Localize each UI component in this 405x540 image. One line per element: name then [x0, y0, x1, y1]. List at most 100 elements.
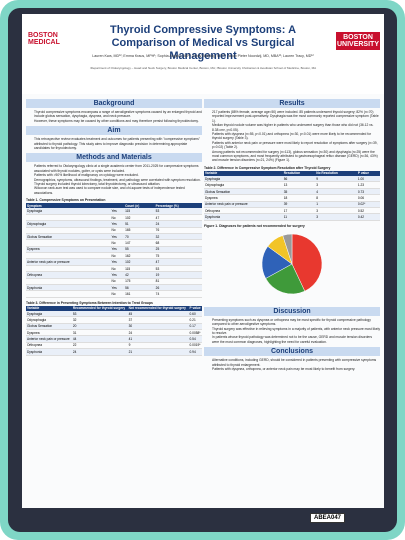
poster-board: BOSTON MEDICAL Thyroid Compressive Sympt… [8, 8, 397, 532]
cell: 3 [315, 181, 357, 189]
header: BOSTON MEDICAL Thyroid Compressive Sympt… [22, 14, 384, 94]
cell: 56 [282, 176, 316, 183]
cell: 39 [282, 201, 316, 208]
column-header: Percentage (%) [154, 203, 202, 209]
cell: 0.60 [188, 310, 202, 318]
cell: 0.06 [356, 194, 380, 202]
cell: 0.0019* [188, 342, 202, 350]
cell: 3 [315, 207, 357, 215]
cell: 42 [124, 271, 155, 279]
row: Orthopnea 17 3 0.52 [204, 207, 380, 215]
pie-slice [282, 233, 293, 264]
cell: No [110, 214, 125, 222]
cell: 55 [124, 246, 155, 254]
cell: Globus Sensation [204, 188, 283, 196]
row: Orthopnea 22 9 0.0019* [26, 342, 202, 350]
cell [26, 290, 111, 298]
cell: 51 [124, 220, 155, 228]
cell: Yes [110, 258, 125, 266]
cell: 9 [315, 176, 357, 183]
bullet: Patients with >50% likelihood of maligna… [34, 173, 202, 177]
bullet: Patients with dyspnea, orthopnea, or ant… [212, 367, 380, 371]
cell: Dysphagia [26, 310, 72, 318]
cell: 161 [124, 290, 155, 298]
table-caption: Table 1. Compressive Symptoms on Present… [26, 198, 106, 203]
cell: 0.52 [356, 207, 380, 215]
cell: No [110, 239, 125, 247]
cell: 20 [71, 323, 128, 331]
cell: 41 [127, 335, 189, 343]
cell: No [110, 252, 125, 260]
cell: Dyspnea [26, 246, 111, 254]
affiliation: ¹Department of Otolaryngology – Head and… [89, 66, 317, 70]
cell: Odynophagia [204, 181, 283, 189]
bullet-list: Presenting symptoms such as dyspnea or o… [204, 318, 380, 344]
bullet: Median thyroid nodule volume was higher … [212, 123, 380, 132]
section-heading: Discussion [204, 306, 380, 316]
cell: 37 [127, 316, 189, 324]
bullet: However, these symptoms may be caused by… [34, 119, 202, 123]
cell: 3 [315, 213, 357, 221]
figure-caption: Figure 1. Diagnoses for patients not rec… [204, 223, 305, 228]
bullet-list: Alternative conditions, including GERD, … [204, 358, 380, 371]
pie-slice [265, 263, 306, 294]
column-header: Count (n) [124, 203, 155, 209]
cell: Globus Sensation [26, 323, 72, 331]
cell [26, 214, 111, 222]
table: Variable Recommended for thyroid surgery N… [26, 305, 202, 356]
cell: 24 [127, 329, 189, 337]
logo: BOSTON UNIVERSITY [336, 32, 380, 50]
cell: 35 [282, 188, 316, 196]
column-header: Variable [204, 170, 283, 177]
pie-chart [261, 233, 323, 294]
section-heading: Conclusions [204, 347, 380, 357]
authors: Lauren Kwa, MD¹²; Emma Kraus, MPH¹; Soph… [92, 54, 314, 58]
cell: 56 [124, 284, 155, 292]
cell: Dyspnea [204, 194, 283, 202]
cell: Yes [110, 284, 125, 292]
column-header: No Resolution [315, 170, 357, 177]
bullet: Thyroid compressive symptoms encompass a… [34, 110, 202, 119]
bullet: This retrospective review evaluates trea… [34, 137, 202, 150]
cell: Dysphagia [26, 208, 111, 215]
bullet-list: Patients referred to Otolaryngology clin… [26, 164, 202, 195]
bullet: Thyroid surgery was effective in relievi… [212, 327, 380, 336]
row: No 102 47 [26, 214, 202, 222]
cell: Dysphonia [26, 284, 111, 292]
cell: Yes [110, 208, 125, 215]
cell: 31 [71, 329, 128, 337]
cell [26, 239, 111, 247]
section-heading: Methods and Materials [26, 153, 202, 163]
column-header: Not recommended for thyroid surgery [127, 305, 189, 311]
column-header: Resolution [282, 170, 316, 177]
cell: Orthopnea [26, 271, 111, 279]
cell: Odynophagia [26, 316, 72, 324]
cell: 70 [124, 233, 155, 241]
header-row: Variable Resolution No Resolution P value [204, 170, 380, 177]
title: Thyroid Compressive Symptoms: A Comparis… [109, 24, 297, 62]
cell: No [110, 265, 125, 273]
cell: 0.02* [356, 201, 380, 208]
table-caption: Table 3. Difference in Presenting Sympto… [26, 300, 153, 305]
cell: 102 [124, 258, 155, 266]
cell: 4 [315, 188, 357, 196]
cell: 0.17 [188, 323, 202, 331]
row: Dysphagia 53 45 0.60 [26, 310, 202, 318]
bullet: In patients whose thyroid pathology was … [212, 335, 380, 344]
header-row: Symptom Count (n) Percentage (%) [26, 203, 202, 209]
cell: 53 [154, 208, 202, 215]
cell: Dysphonia [204, 213, 283, 221]
bullet: Wilcoxon rank-sum test was used to compa… [34, 186, 202, 195]
cell: 21 [127, 348, 189, 356]
cell: 0.73 [356, 188, 380, 196]
cell: 1.00 [356, 176, 380, 183]
logo: BOSTON MEDICAL [28, 32, 60, 46]
cell: 47 [154, 258, 202, 266]
cell: 165 [124, 227, 155, 234]
bullet: Patients with dyspnea (n=55, p<0.01) and… [212, 132, 380, 141]
cell: Dyspnea [26, 329, 72, 337]
cell: 30 [127, 323, 189, 331]
pie-slice [291, 233, 323, 292]
column-header: Symptom [26, 203, 111, 209]
bullet: Alternative conditions, including GERD, … [212, 358, 380, 367]
